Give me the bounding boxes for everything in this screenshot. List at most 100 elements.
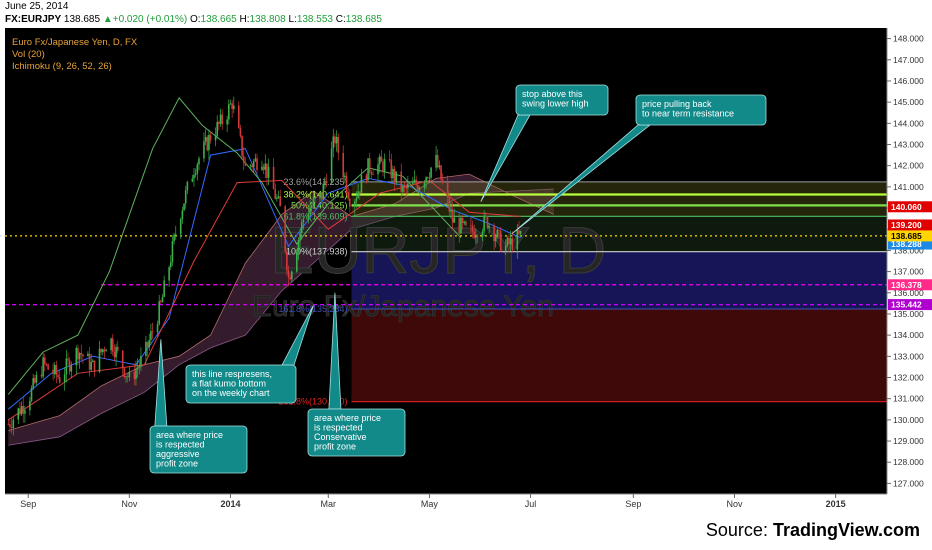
price-tag-bg (888, 238, 932, 250)
candle-body (34, 378, 36, 383)
y-tick-label: 131.000 (893, 394, 924, 404)
x-axis[interactable]: Sep Nov 2014 Mar May Jul Sep Nov 2015 (5, 493, 887, 509)
candle-body (332, 136, 335, 149)
candle-body (158, 301, 160, 325)
candle-body (90, 361, 93, 370)
candle-body (226, 119, 228, 125)
candle-body (463, 221, 466, 223)
y-tick-label: 143.000 (893, 140, 924, 150)
candle-body (116, 346, 119, 351)
candle-body (357, 191, 359, 198)
candle-body (471, 225, 474, 232)
candle-body (284, 206, 286, 252)
candle-body (307, 213, 310, 220)
candle-body (358, 191, 361, 193)
candle-body (198, 158, 200, 165)
candle-body (344, 175, 346, 178)
y-tick-label: 135.000 (893, 309, 924, 319)
kumo-span-b (8, 188, 554, 446)
candle-body (370, 172, 373, 175)
price-tag-bg (888, 219, 932, 231)
candle-body (218, 122, 220, 124)
candle-body (405, 186, 408, 189)
x-tick-label: May (421, 499, 439, 509)
candle-body (423, 182, 426, 188)
fib-zones (351, 181, 887, 402)
watermark-symbol: EURJPY, D (270, 213, 606, 287)
candle-body (407, 183, 409, 189)
price-tag-bg (888, 279, 932, 291)
candle-body (299, 232, 301, 241)
candle-body (146, 341, 149, 348)
candle-body (151, 331, 154, 333)
candle-body (228, 104, 230, 120)
candle-body (428, 177, 431, 179)
source-credit: Source: TradingView.com (706, 520, 920, 541)
candle-body (191, 178, 194, 182)
y-tick-label: 146.000 (893, 76, 924, 86)
candle-body (179, 219, 182, 235)
candle-body (181, 210, 184, 220)
candle-body (196, 164, 199, 174)
candle-body (347, 191, 349, 199)
candle-body (161, 296, 164, 303)
fib-zone-mid (351, 216, 887, 252)
candle-body (319, 192, 321, 198)
legend: Euro Fx/Japanese Yen, D, FX Vol (20) Ich… (12, 37, 138, 72)
candle-body (135, 369, 137, 380)
candle-body (392, 168, 394, 179)
candle-body (55, 365, 58, 376)
y-axis[interactable]: 127.000 128.000 129.000 130.000 131.000 132.0… (886, 28, 924, 494)
candle-body (136, 367, 139, 370)
candle-body (93, 360, 96, 372)
kumo-fill (8, 174, 554, 446)
candle-body (314, 197, 316, 199)
candle-body (216, 122, 219, 137)
candle-body (68, 360, 71, 372)
candle-body (430, 167, 432, 178)
candle-body (494, 237, 497, 242)
candle-body (254, 158, 257, 162)
candle-body (415, 179, 417, 185)
candle-body (380, 156, 383, 162)
candle-body (481, 231, 484, 238)
candle-body (100, 348, 102, 353)
low-value: 138.553 (296, 14, 333, 25)
fib-zone-red (351, 308, 887, 402)
candle-body (126, 376, 129, 378)
candle-body (426, 177, 429, 179)
candle-body (40, 374, 43, 377)
candle-body (300, 222, 303, 233)
candle-body (256, 158, 258, 170)
close-label: C: (335, 14, 346, 25)
candle-body (156, 324, 159, 332)
x-tick-label: Sep (20, 499, 36, 509)
candle-body (219, 114, 222, 124)
candle-body (241, 135, 243, 157)
candle-body (498, 230, 500, 232)
candle-body (261, 166, 263, 170)
candle-body (335, 136, 338, 144)
candle-body (204, 137, 207, 142)
high-value: 138.808 (249, 14, 286, 25)
price-tag-bg (888, 201, 932, 213)
symbol-label[interactable]: FX:EURJPY (5, 14, 62, 25)
watermark: EURJPY, D Euro Fx/Japanese Yen (252, 213, 607, 324)
candle-body (310, 205, 313, 208)
price-chart[interactable]: EURJPY, D Euro Fx/Japanese Yen 23.6%(141… (0, 28, 932, 514)
candle-body (484, 215, 487, 217)
candle-body (412, 182, 414, 184)
candle-body (214, 136, 217, 141)
candle-body (88, 353, 91, 370)
candle-body (77, 347, 79, 360)
legend-ichimoku: Ichimoku (9, 26, 52, 26) (12, 61, 112, 72)
candle-body (354, 201, 356, 207)
candle-body (403, 186, 406, 187)
y-tick-label: 138.000 (893, 245, 924, 255)
open-label: O: (190, 14, 201, 25)
candle-body (160, 301, 162, 303)
candle-body (20, 406, 23, 415)
candle-body (65, 358, 68, 375)
candle-body (460, 217, 462, 234)
candle-body (52, 369, 54, 375)
